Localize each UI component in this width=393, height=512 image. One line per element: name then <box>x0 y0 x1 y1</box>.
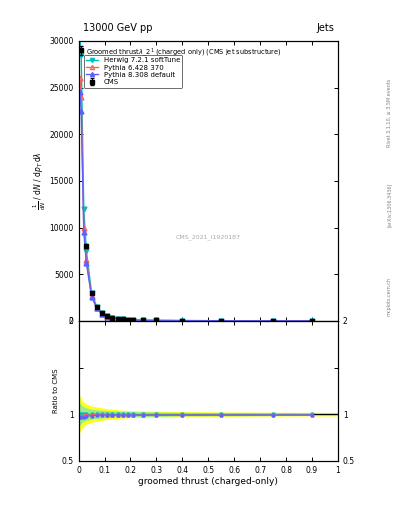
Pythia 8.308 default <box>310 318 314 324</box>
Pythia 8.308 default <box>125 317 130 323</box>
Herwig 7.2.1 softTune <box>77 33 82 39</box>
Herwig 7.2.1 softTune <box>99 310 104 316</box>
Text: Rivet 3.1.10, ≥ 3.5M events: Rivet 3.1.10, ≥ 3.5M events <box>387 78 391 147</box>
Herwig 7.2.1 softTune <box>79 52 84 58</box>
Herwig 7.2.1 softTune <box>141 317 146 323</box>
Pythia 8.308 default <box>99 311 104 317</box>
Pythia 6.428 370 <box>79 94 84 100</box>
Pythia 6.428 370 <box>310 318 314 324</box>
Herwig 7.2.1 softTune <box>271 318 275 324</box>
Pythia 8.308 default <box>105 313 110 319</box>
Pythia 8.308 default <box>180 317 185 324</box>
Text: Jets: Jets <box>316 23 334 33</box>
Pythia 6.428 370 <box>125 317 130 323</box>
Line: Pythia 6.428 370: Pythia 6.428 370 <box>77 76 314 323</box>
Pythia 8.308 default <box>89 293 94 300</box>
Legend: Herwig 7.2.1 softTune, Pythia 6.428 370, Pythia 8.308 default, CMS: Herwig 7.2.1 softTune, Pythia 6.428 370,… <box>84 55 182 88</box>
Pythia 6.428 370 <box>141 317 146 324</box>
Herwig 7.2.1 softTune <box>94 304 99 310</box>
Herwig 7.2.1 softTune <box>120 316 125 322</box>
Pythia 6.428 370 <box>154 317 159 324</box>
Y-axis label: Ratio to CMS: Ratio to CMS <box>53 369 59 413</box>
Herwig 7.2.1 softTune <box>219 317 224 324</box>
Pythia 8.308 default <box>141 317 146 324</box>
Pythia 6.428 370 <box>131 317 136 323</box>
Line: Herwig 7.2.1 softTune: Herwig 7.2.1 softTune <box>77 34 314 323</box>
Pythia 8.308 default <box>271 318 275 324</box>
Herwig 7.2.1 softTune <box>115 315 120 322</box>
Pythia 6.428 370 <box>89 292 94 298</box>
Herwig 7.2.1 softTune <box>125 316 130 323</box>
Pythia 6.428 370 <box>99 311 104 317</box>
Text: mcplots.cern.ch: mcplots.cern.ch <box>387 278 391 316</box>
Herwig 7.2.1 softTune <box>310 318 314 324</box>
Text: Groomed thrust$\lambda\_2^1$ (charged only) (CMS jet substructure): Groomed thrust$\lambda\_2^1$ (charged on… <box>86 47 282 59</box>
Pythia 6.428 370 <box>81 224 86 230</box>
Herwig 7.2.1 softTune <box>105 313 110 319</box>
Text: [arXiv:1306.3436]: [arXiv:1306.3436] <box>387 183 391 227</box>
Pythia 6.428 370 <box>271 318 275 324</box>
Pythia 8.308 default <box>81 229 86 236</box>
Pythia 8.308 default <box>219 317 224 324</box>
X-axis label: groomed thrust (charged-only): groomed thrust (charged-only) <box>138 477 278 486</box>
Pythia 6.428 370 <box>180 317 185 324</box>
Pythia 6.428 370 <box>219 317 224 324</box>
Pythia 6.428 370 <box>84 257 89 263</box>
Pythia 6.428 370 <box>94 305 99 311</box>
Pythia 8.308 default <box>110 315 115 321</box>
Pythia 6.428 370 <box>77 75 82 81</box>
Pythia 8.308 default <box>120 316 125 323</box>
Pythia 6.428 370 <box>115 316 120 322</box>
Pythia 6.428 370 <box>110 315 115 321</box>
Herwig 7.2.1 softTune <box>110 314 115 321</box>
Pythia 8.308 default <box>77 89 82 95</box>
Pythia 6.428 370 <box>120 316 125 323</box>
Herwig 7.2.1 softTune <box>81 206 86 212</box>
Herwig 7.2.1 softTune <box>154 317 159 324</box>
Pythia 8.308 default <box>154 317 159 324</box>
Herwig 7.2.1 softTune <box>89 290 94 296</box>
Pythia 8.308 default <box>131 317 136 323</box>
Pythia 6.428 370 <box>105 313 110 319</box>
Y-axis label: $\frac{1}{\mathrm{d}N}$ / $\mathrm{d}N$ / $\mathrm{d}p_T\,\mathrm{d}\lambda$: $\frac{1}{\mathrm{d}N}$ / $\mathrm{d}N$ … <box>32 152 48 210</box>
Pythia 8.308 default <box>94 305 99 311</box>
Pythia 8.308 default <box>84 260 89 266</box>
Herwig 7.2.1 softTune <box>131 317 136 323</box>
Line: Pythia 8.308 default: Pythia 8.308 default <box>77 90 314 323</box>
Herwig 7.2.1 softTune <box>84 248 89 254</box>
Herwig 7.2.1 softTune <box>180 317 185 324</box>
Pythia 8.308 default <box>115 316 120 322</box>
Text: 13000 GeV pp: 13000 GeV pp <box>83 23 152 33</box>
Text: CMS_2021_I1920187: CMS_2021_I1920187 <box>176 234 241 240</box>
Pythia 8.308 default <box>79 108 84 114</box>
